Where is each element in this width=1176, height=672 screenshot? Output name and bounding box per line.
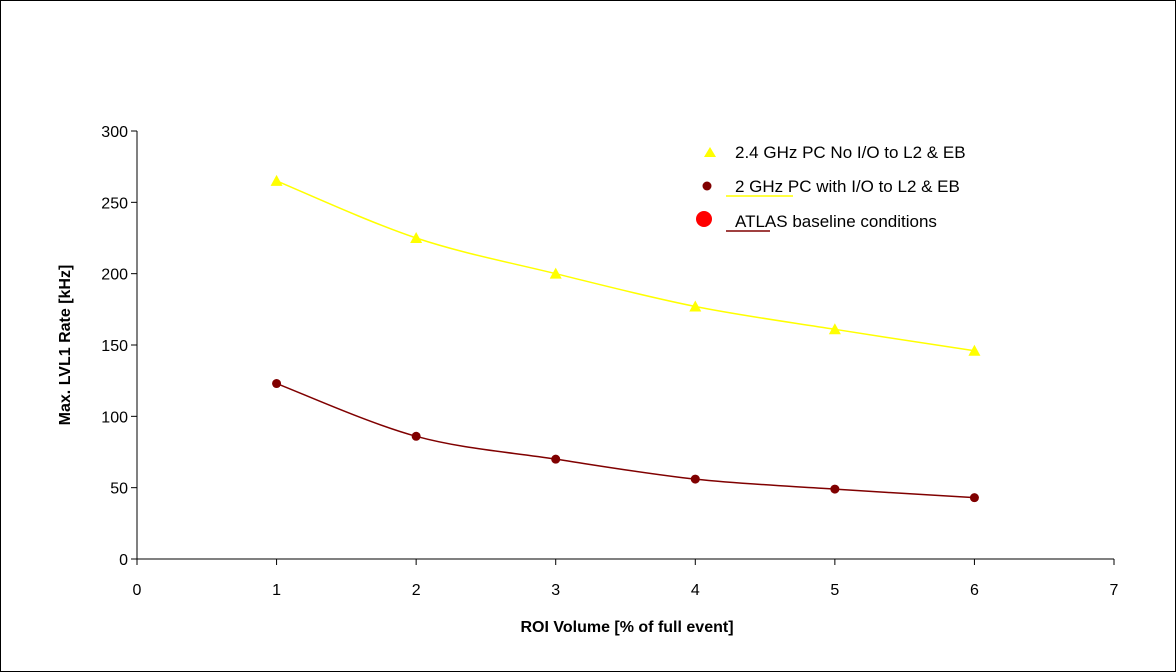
x-tick-label: 4 xyxy=(691,582,700,599)
legend: 2.4 GHz PC No I/O to L2 & EB 2 GHz PC wi… xyxy=(696,143,966,232)
axes xyxy=(136,131,1114,560)
data-point-triangle xyxy=(828,323,841,335)
legend-label-series-1: 2.4 GHz PC No I/O to L2 & EB xyxy=(735,143,966,162)
y-tick-label: 50 xyxy=(110,481,128,498)
x-tick-label: 6 xyxy=(970,582,979,599)
legend-label-baseline: ATLAS baseline conditions xyxy=(735,212,937,231)
data-point-circle xyxy=(411,431,421,441)
legend-marker-circle xyxy=(702,181,712,191)
x-ticks: 0 1 2 3 4 5 6 7 xyxy=(133,559,1119,599)
series-line-2 xyxy=(276,382,975,499)
y-tick-label: 0 xyxy=(119,552,128,569)
series-lines xyxy=(276,180,975,499)
x-tick-label: 0 xyxy=(133,582,142,599)
legend-label-series-2: 2 GHz PC with I/O to L2 & EB xyxy=(735,177,960,196)
legend-marker-baseline xyxy=(696,211,712,227)
data-point-circle xyxy=(969,493,979,503)
data-point-triangle xyxy=(410,232,423,243)
x-tick-label: 1 xyxy=(272,582,281,599)
legend-item-series-2: 2 GHz PC with I/O to L2 & EB xyxy=(702,177,960,197)
data-point-triangle xyxy=(968,344,981,356)
data-point-triangle xyxy=(270,174,283,186)
data-point-circle xyxy=(830,484,840,494)
x-tick-label: 3 xyxy=(551,582,560,599)
y-tick-label: 250 xyxy=(101,195,128,212)
legend-item-series-1: 2.4 GHz PC No I/O to L2 & EB xyxy=(704,143,966,162)
series-markers xyxy=(270,174,981,503)
y-tick-label: 150 xyxy=(101,338,128,355)
x-tick-label: 7 xyxy=(1110,582,1119,599)
series-line-1 xyxy=(276,180,975,352)
data-point-triangle xyxy=(549,267,562,279)
y-tick-label: 300 xyxy=(101,124,128,141)
data-point-circle xyxy=(551,454,561,464)
data-point-triangle xyxy=(689,300,702,312)
x-tick-label: 5 xyxy=(830,582,839,599)
x-tick-label: 2 xyxy=(412,582,421,599)
y-tick-label: 200 xyxy=(101,267,128,284)
data-point-circle xyxy=(272,379,282,389)
y-axis-title: Max. LVL1 Rate [kHz] xyxy=(57,265,74,426)
legend-item-baseline: ATLAS baseline conditions xyxy=(696,211,937,232)
data-point-circle xyxy=(690,474,700,484)
x-axis-title: ROI Volume [% of full event] xyxy=(520,619,733,636)
y-tick-label: 100 xyxy=(101,409,128,426)
legend-marker-triangle xyxy=(704,147,716,157)
y-ticks: 0 50 100 150 200 250 300 xyxy=(101,124,137,569)
